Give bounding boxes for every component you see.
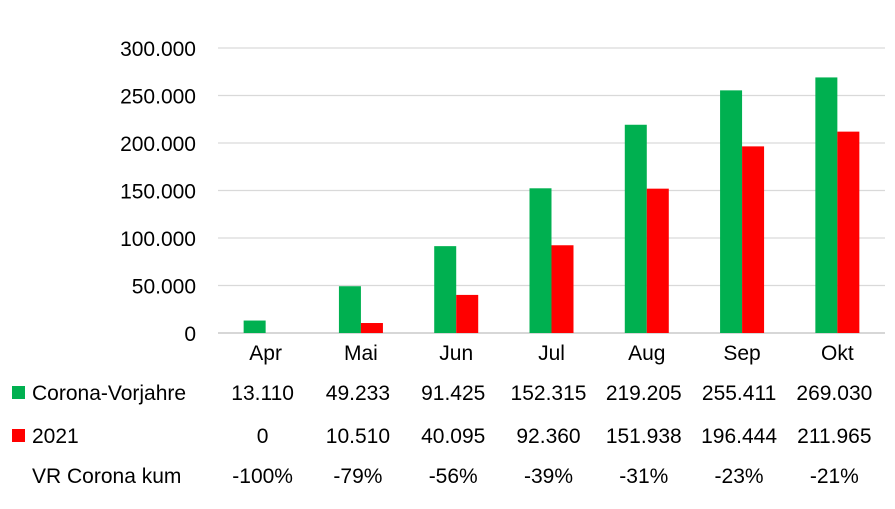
y-tick-label: 300.000 [120, 38, 196, 61]
legend-label: Corona-Vorjahre [32, 382, 186, 405]
bar-2021 [551, 245, 574, 333]
bar-2021 [837, 131, 860, 333]
bar-2021 [456, 294, 479, 333]
table-cell: 211.965 [797, 425, 871, 448]
row-label: VR Corona kum [32, 465, 181, 488]
table-cell: -21% [810, 465, 859, 488]
table-cell: -31% [619, 465, 668, 488]
y-tick-label: 250.000 [120, 86, 196, 109]
table-cell: 269.030 [796, 382, 872, 405]
table-cell: 219.205 [606, 382, 682, 405]
table-cell: -79% [333, 465, 382, 488]
y-tick-label: 200.000 [120, 133, 196, 156]
x-tick-label: Sep [723, 342, 760, 365]
table-cell: 196.444 [701, 425, 777, 448]
bar-corona-vorjahre [529, 188, 552, 333]
x-tick-label: Aug [628, 342, 665, 365]
x-tick-label: Jul [538, 342, 565, 365]
bar-corona-vorjahre [720, 90, 743, 333]
x-tick-label: Mai [344, 342, 378, 365]
legend-key-corona-vorjahre [12, 386, 25, 399]
table-cell: 0 [257, 425, 269, 448]
bar-2021 [742, 146, 765, 333]
legend-label: 2021 [32, 425, 79, 448]
table-cell: 92.360 [516, 425, 580, 448]
table-cell: 91.425 [421, 382, 485, 405]
bar-corona-vorjahre [338, 286, 361, 333]
table-cell: 49.233 [326, 382, 390, 405]
bar-corona-vorjahre [243, 320, 266, 333]
bar-corona-vorjahre [624, 124, 647, 333]
x-tick-label: Jun [439, 342, 473, 365]
table-cell: 13.110 [231, 382, 294, 405]
bar-2021 [360, 323, 383, 333]
bar-corona-vorjahre [434, 246, 457, 333]
y-tick-label: 100.000 [120, 228, 196, 251]
table-cell: -39% [524, 465, 573, 488]
legend-key-2021 [12, 429, 25, 442]
y-tick-label: 50.000 [132, 276, 196, 299]
table-cell: -56% [429, 465, 478, 488]
x-tick-label: Apr [249, 342, 282, 365]
table-cell: 152.315 [511, 382, 587, 405]
table-cell: 10.510 [326, 425, 390, 448]
table-cell: 40.095 [421, 425, 485, 448]
y-tick-label: 150.000 [120, 181, 196, 204]
table-cell: 151.938 [606, 425, 682, 448]
x-tick-label: Okt [821, 342, 854, 365]
table-cell: -23% [715, 465, 764, 488]
bar-2021 [646, 188, 669, 333]
table-cell: 255.411 [702, 382, 776, 405]
y-tick-label: 0 [184, 323, 196, 346]
bar-corona-vorjahre [815, 77, 838, 333]
table-cell: -100% [232, 465, 293, 488]
